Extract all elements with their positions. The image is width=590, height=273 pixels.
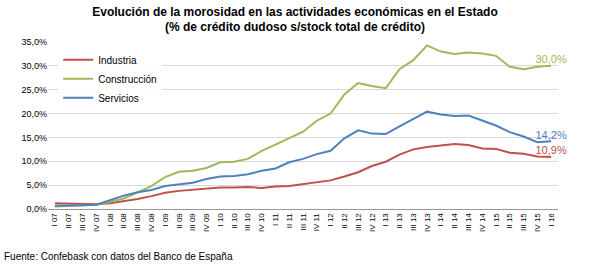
svg-text:IV 10: IV 10 bbox=[257, 213, 266, 232]
svg-text:30,0%: 30,0% bbox=[21, 61, 47, 71]
svg-text:II 14: II 14 bbox=[450, 213, 459, 229]
svg-text:10,9%: 10,9% bbox=[536, 144, 567, 156]
svg-text:III 13: III 13 bbox=[409, 213, 418, 231]
svg-text:Fuente: Confebask con datos de: Fuente: Confebask con datos del Banco de… bbox=[4, 251, 233, 262]
svg-text:I 09: I 09 bbox=[161, 213, 170, 227]
svg-text:I 14: I 14 bbox=[436, 213, 445, 227]
svg-text:Evolución de la morosidad en l: Evolución de la morosidad en las activid… bbox=[92, 5, 497, 35]
svg-text:II 10: II 10 bbox=[230, 213, 239, 229]
svg-text:25,0%: 25,0% bbox=[21, 85, 47, 95]
svg-text:14,2%: 14,2% bbox=[536, 129, 567, 141]
svg-text:IV 15: IV 15 bbox=[533, 213, 542, 232]
svg-text:10,0%: 10,0% bbox=[21, 156, 47, 166]
svg-text:IV 13: IV 13 bbox=[423, 213, 432, 232]
svg-text:I 08: I 08 bbox=[106, 213, 115, 227]
svg-text:III 14: III 14 bbox=[464, 213, 473, 231]
svg-text:I 11: I 11 bbox=[271, 213, 280, 226]
svg-text:35,0%: 35,0% bbox=[21, 37, 47, 47]
svg-text:III 12: III 12 bbox=[354, 213, 363, 231]
svg-text:II 15: II 15 bbox=[505, 213, 514, 229]
svg-text:I 10: I 10 bbox=[216, 213, 225, 227]
svg-text:5,0%: 5,0% bbox=[26, 180, 47, 190]
svg-text:I 16: I 16 bbox=[547, 213, 556, 227]
svg-text:III 10: III 10 bbox=[243, 213, 252, 231]
svg-text:III 15: III 15 bbox=[519, 213, 528, 231]
svg-text:IV 11: IV 11 bbox=[312, 213, 321, 232]
svg-text:II 07: II 07 bbox=[64, 213, 73, 229]
svg-text:Industria: Industria bbox=[98, 55, 137, 66]
svg-text:III 08: III 08 bbox=[133, 213, 142, 231]
svg-text:I 07: I 07 bbox=[50, 213, 59, 227]
svg-text:II 12: II 12 bbox=[340, 213, 349, 229]
svg-text:II 11: II 11 bbox=[285, 213, 294, 229]
svg-text:I 15: I 15 bbox=[492, 213, 501, 227]
svg-text:II 08: II 08 bbox=[119, 213, 128, 229]
svg-text:30,0%: 30,0% bbox=[536, 53, 567, 65]
svg-text:Construcción: Construcción bbox=[98, 74, 156, 85]
svg-text:I 12: I 12 bbox=[326, 213, 335, 227]
svg-text:0,0%: 0,0% bbox=[26, 204, 47, 214]
svg-text:IV 14: IV 14 bbox=[478, 213, 487, 232]
svg-text:I 13: I 13 bbox=[381, 213, 390, 227]
svg-text:II 09: II 09 bbox=[175, 213, 184, 229]
svg-text:20,0%: 20,0% bbox=[21, 109, 47, 119]
svg-text:III 11: III 11 bbox=[299, 213, 308, 231]
svg-text:III 07: III 07 bbox=[78, 213, 87, 231]
svg-text:Servicios: Servicios bbox=[98, 93, 139, 104]
svg-text:III 09: III 09 bbox=[188, 213, 197, 231]
svg-text:II 13: II 13 bbox=[395, 213, 404, 229]
svg-text:IV 07: IV 07 bbox=[92, 213, 101, 232]
svg-text:IV 12: IV 12 bbox=[368, 213, 377, 232]
svg-text:IV 09: IV 09 bbox=[202, 213, 211, 232]
svg-text:IV 08: IV 08 bbox=[147, 213, 156, 232]
svg-text:15,0%: 15,0% bbox=[21, 133, 47, 143]
